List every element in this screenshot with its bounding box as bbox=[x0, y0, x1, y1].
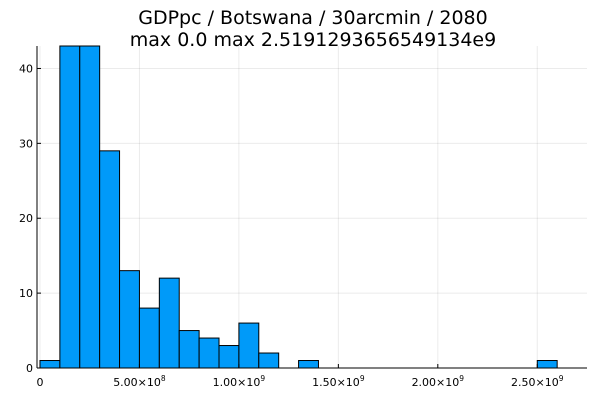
histogram-bar-2 bbox=[79, 45, 101, 369]
histogram-bar-12 bbox=[298, 360, 319, 369]
histogram-bar-10 bbox=[238, 322, 260, 369]
x-tick-label-4: 2.00×109 bbox=[412, 374, 465, 389]
histogram-bar-8 bbox=[198, 337, 220, 369]
histogram-bar-3 bbox=[99, 150, 121, 369]
histogram-bar-0 bbox=[39, 360, 61, 369]
histogram-bar-13 bbox=[536, 360, 558, 369]
y-tick-label-3: 30 bbox=[19, 137, 33, 150]
histogram-bar-7 bbox=[178, 330, 200, 369]
y-tick-label-2: 20 bbox=[19, 212, 33, 225]
y-tick-label-1: 10 bbox=[19, 287, 33, 300]
histogram-bar-6 bbox=[158, 277, 180, 369]
axes bbox=[36, 46, 587, 369]
y-tick-label-4: 40 bbox=[19, 62, 33, 75]
x-tick-label-5: 2.50×109 bbox=[511, 374, 564, 389]
chart-subtitle: max 0.0 max 2.5191293656549134e9 bbox=[130, 29, 496, 51]
y-axis-tick-labels: 0 10 20 30 40 bbox=[19, 62, 33, 375]
x-tick-label-1: 5.00×108 bbox=[113, 374, 166, 389]
histogram-bars bbox=[39, 45, 558, 369]
y-tick-label-0: 0 bbox=[26, 362, 33, 375]
x-axis-tick-labels: 0 5.00×108 1.00×109 1.50×109 2.00×109 2.50×10… bbox=[36, 374, 563, 389]
histogram-bar-4 bbox=[119, 270, 140, 369]
histogram-bar-1 bbox=[59, 45, 81, 369]
x-tick-label-3: 1.50×109 bbox=[312, 374, 365, 389]
histogram-bar-9 bbox=[218, 345, 240, 369]
histogram-bar-11 bbox=[258, 352, 280, 369]
x-tick-label-0: 0 bbox=[36, 376, 43, 389]
x-tick-label-2: 1.00×109 bbox=[213, 374, 266, 389]
chart-title: GDPpc / Botswana / 30arcmin / 2080 bbox=[138, 7, 487, 29]
histogram-bar-5 bbox=[138, 307, 160, 369]
